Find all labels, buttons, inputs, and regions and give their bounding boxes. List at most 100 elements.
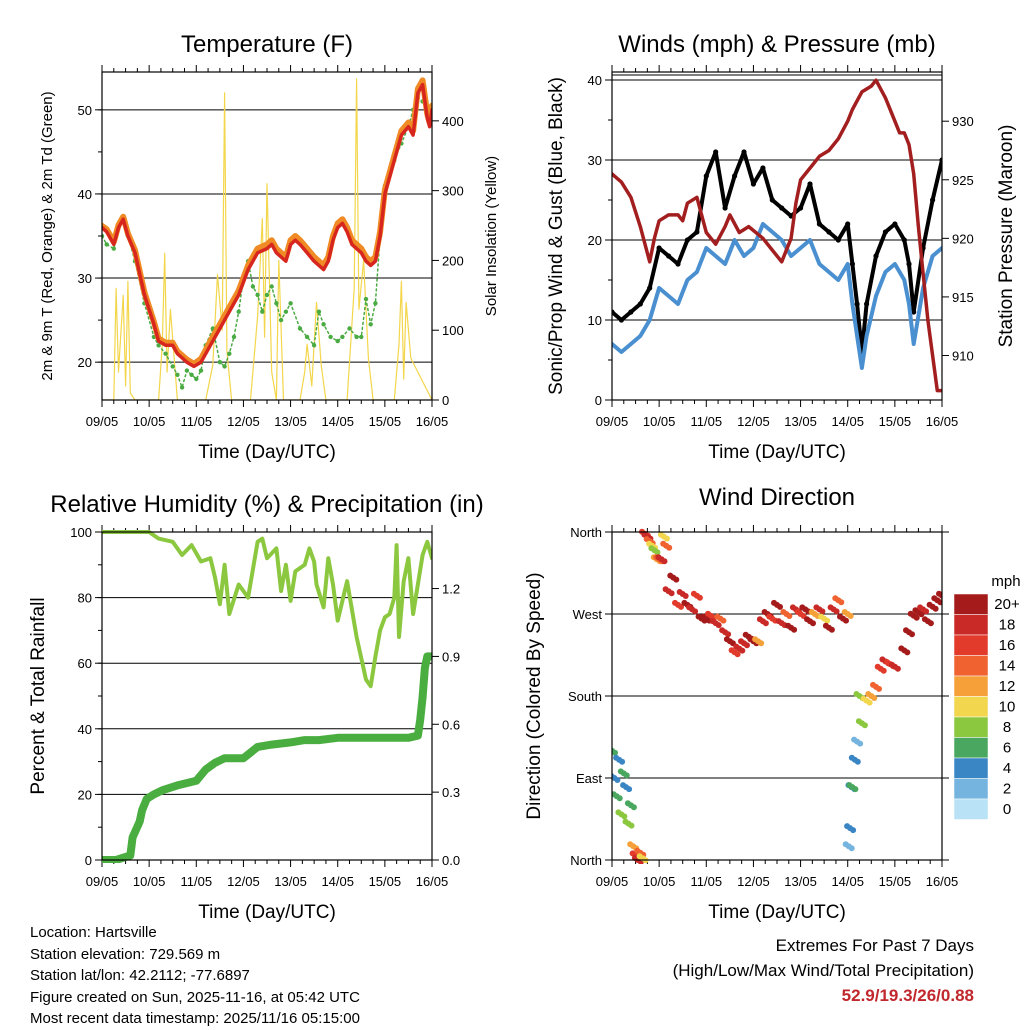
gust-point bbox=[854, 301, 860, 307]
direction-point bbox=[614, 777, 621, 783]
wind-speed-line bbox=[612, 222, 942, 370]
gust-point bbox=[849, 261, 856, 267]
colorbar-title: mph bbox=[991, 573, 1020, 590]
gust-point bbox=[939, 157, 942, 163]
chart-title: Wind Direction bbox=[699, 484, 855, 511]
colorbar-swatch bbox=[953, 716, 989, 738]
y2-tick-label: 925 bbox=[952, 173, 974, 188]
winds-plot-area bbox=[612, 78, 942, 393]
temp-2m-line bbox=[102, 82, 432, 369]
gust-point bbox=[906, 261, 912, 267]
gust-point bbox=[873, 253, 879, 259]
direction-point bbox=[904, 649, 911, 656]
direction-point bbox=[619, 758, 626, 765]
direction-point bbox=[838, 599, 845, 606]
x-tick-label: 13/05 bbox=[784, 874, 817, 889]
x-tick-label: 09/05 bbox=[86, 414, 119, 429]
x-tick-label: 09/05 bbox=[86, 874, 119, 889]
plot-frame bbox=[611, 71, 943, 401]
direction-plot-area bbox=[612, 528, 942, 864]
y2-tick-label: 300 bbox=[442, 184, 464, 199]
direction-point bbox=[939, 592, 942, 599]
direction-point bbox=[918, 611, 925, 618]
y2-tick-label: 930 bbox=[952, 114, 974, 129]
gust-point bbox=[647, 285, 653, 291]
direction-point bbox=[909, 631, 915, 638]
direction-point bbox=[828, 626, 835, 633]
x-axis-label: Time (Day/UTC) bbox=[708, 442, 846, 463]
y2-tick-label: 200 bbox=[442, 253, 464, 268]
direction-point bbox=[654, 549, 661, 556]
y2-tick-label: 0 bbox=[442, 393, 449, 408]
direction-point bbox=[696, 594, 703, 601]
humidity-precip-chart: Relative Humidity (%) & Precipitation (i… bbox=[28, 491, 484, 923]
y-tick-label: 30 bbox=[588, 153, 602, 168]
x-tick-label: 14/05 bbox=[321, 414, 354, 429]
x-tick-label: 16/05 bbox=[416, 414, 449, 429]
colorbar-swatch bbox=[953, 778, 989, 800]
plot-frame bbox=[101, 71, 433, 401]
colorbar-label: 4 bbox=[1003, 760, 1011, 777]
direction-point bbox=[630, 804, 637, 811]
direction-point bbox=[628, 822, 635, 829]
y2-tick-label: 1.2 bbox=[442, 582, 460, 597]
y-tick-label: North bbox=[570, 853, 602, 868]
x-tick-label: 11/05 bbox=[690, 874, 722, 889]
precipitation-line bbox=[102, 652, 432, 863]
y2-tick-label: 0.9 bbox=[442, 649, 460, 664]
x-tick-label: 15/05 bbox=[879, 874, 912, 889]
direction-point bbox=[786, 613, 793, 619]
extremes-subtitle: (High/Low/Max Wind/Total Precipitation) bbox=[672, 961, 974, 980]
winds-pressure-chart: Winds (mph) & Pressure (mb) Time (Day/UTC… bbox=[546, 31, 1017, 463]
x-axis-label: Time (Day/UTC) bbox=[198, 442, 336, 463]
direction-point bbox=[810, 620, 816, 627]
y-tick-label: 30 bbox=[78, 271, 92, 286]
y-tick-label: 40 bbox=[78, 722, 92, 737]
colorbar-swatch bbox=[953, 737, 989, 759]
x-tick-label: 10/05 bbox=[133, 414, 166, 429]
y-tick-label: South bbox=[568, 689, 602, 704]
wind-direction-chart: Wind Direction Time (Day/UTC) Direction (C… bbox=[524, 484, 958, 923]
colorbar-label: 20+ bbox=[994, 596, 1020, 613]
temperature-chart: Temperature (F) Time (Day/UTC) 2m & 9m T (… bbox=[39, 31, 500, 463]
gust-point bbox=[713, 149, 719, 155]
direction-point bbox=[923, 608, 930, 615]
extremes-title: Extremes For Past 7 Days bbox=[775, 936, 974, 955]
gust-point bbox=[675, 261, 681, 267]
x-tick-label: 15/05 bbox=[369, 414, 402, 429]
x-tick-label: 14/05 bbox=[831, 874, 864, 889]
direction-point bbox=[833, 608, 840, 615]
x-tick-label: 11/05 bbox=[180, 414, 212, 429]
y2-axis-label: Solar Insolation (Yellow) bbox=[483, 156, 500, 316]
direction-point bbox=[876, 685, 882, 692]
gust-point bbox=[826, 229, 832, 235]
solar-insolation-line bbox=[102, 78, 432, 400]
chart-title: Winds (mph) & Pressure (mb) bbox=[618, 31, 935, 58]
gust-point bbox=[930, 197, 936, 203]
y-axis-label: Direction (Colored By Speed) bbox=[524, 572, 545, 819]
y-tick-label: North bbox=[570, 525, 602, 540]
y-tick-label: 20 bbox=[78, 355, 92, 370]
y-tick-label: 10 bbox=[588, 313, 602, 328]
y2-tick-label: 915 bbox=[952, 290, 974, 305]
direction-point bbox=[623, 772, 630, 779]
x-tick-label: 15/05 bbox=[879, 414, 912, 429]
gust-point bbox=[732, 173, 738, 179]
y2-tick-label: 0.6 bbox=[442, 717, 460, 732]
direction-point bbox=[673, 576, 680, 583]
direction-point bbox=[848, 845, 855, 852]
x-tick-label: 16/05 bbox=[926, 414, 959, 429]
colorbar-label: 12 bbox=[999, 678, 1016, 695]
extremes-panel: Extremes For Past 7 Days (High/Low/Max W… bbox=[673, 933, 974, 1008]
x-tick-label: 12/05 bbox=[227, 874, 260, 889]
gust-point bbox=[845, 221, 851, 227]
dewpoint-line bbox=[102, 96, 432, 389]
direction-point bbox=[720, 617, 727, 624]
gust-point bbox=[892, 221, 898, 227]
gust-point bbox=[703, 173, 709, 179]
gust-point bbox=[760, 165, 766, 171]
y-axis-label: Percent & Total Rainfall bbox=[28, 597, 49, 794]
recent-data-text: Most recent data timestamp: 2025/11/16 0… bbox=[30, 1010, 360, 1027]
colorbar-swatch bbox=[953, 696, 989, 718]
